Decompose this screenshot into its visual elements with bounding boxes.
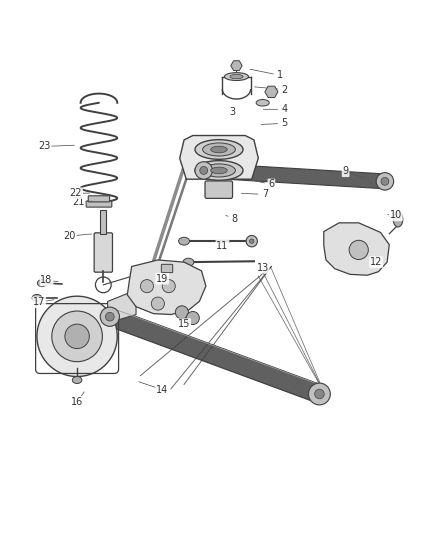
Bar — [100, 210, 106, 234]
FancyBboxPatch shape — [86, 201, 112, 207]
Ellipse shape — [211, 146, 227, 153]
Text: 18: 18 — [40, 276, 53, 286]
Circle shape — [246, 236, 258, 247]
Polygon shape — [231, 61, 242, 70]
Circle shape — [349, 240, 368, 260]
Text: 21: 21 — [72, 197, 85, 207]
Polygon shape — [324, 223, 389, 275]
Circle shape — [100, 307, 120, 326]
FancyBboxPatch shape — [205, 181, 233, 198]
Text: 17: 17 — [33, 297, 45, 308]
Text: 22: 22 — [70, 188, 82, 198]
Ellipse shape — [203, 164, 235, 177]
Text: 15: 15 — [178, 319, 190, 329]
Ellipse shape — [195, 140, 243, 159]
Polygon shape — [265, 86, 278, 98]
Text: 20: 20 — [64, 231, 76, 241]
FancyBboxPatch shape — [94, 233, 113, 272]
Circle shape — [186, 311, 199, 325]
Polygon shape — [108, 293, 136, 321]
Circle shape — [308, 383, 330, 405]
Ellipse shape — [32, 294, 42, 302]
Ellipse shape — [203, 143, 235, 156]
Circle shape — [151, 297, 164, 310]
Text: 13: 13 — [257, 263, 269, 273]
Circle shape — [141, 280, 153, 293]
Circle shape — [106, 312, 114, 321]
Text: 23: 23 — [38, 141, 50, 151]
Text: 3: 3 — [229, 107, 235, 117]
Polygon shape — [127, 260, 206, 314]
Circle shape — [175, 306, 188, 319]
Text: 11: 11 — [216, 240, 229, 251]
Ellipse shape — [179, 237, 190, 245]
Circle shape — [250, 239, 254, 244]
Circle shape — [162, 280, 175, 293]
Circle shape — [200, 166, 208, 174]
Circle shape — [195, 161, 212, 179]
Circle shape — [314, 389, 324, 399]
Text: 12: 12 — [370, 257, 382, 267]
Ellipse shape — [256, 100, 269, 106]
Text: 16: 16 — [71, 397, 83, 407]
Ellipse shape — [224, 72, 248, 80]
Ellipse shape — [195, 160, 243, 180]
Text: 2: 2 — [281, 85, 288, 95]
Ellipse shape — [230, 75, 243, 79]
Circle shape — [37, 296, 117, 376]
Circle shape — [52, 311, 102, 362]
Text: 4: 4 — [282, 104, 288, 114]
Text: 19: 19 — [156, 274, 168, 284]
Ellipse shape — [37, 280, 47, 287]
Circle shape — [65, 324, 89, 349]
Text: 8: 8 — [231, 214, 237, 224]
Circle shape — [381, 177, 389, 185]
Text: 5: 5 — [281, 118, 288, 128]
Text: 14: 14 — [156, 385, 168, 394]
FancyBboxPatch shape — [88, 196, 110, 202]
Text: 7: 7 — [262, 189, 268, 199]
Text: 9: 9 — [343, 166, 349, 176]
Polygon shape — [180, 135, 258, 179]
Ellipse shape — [211, 167, 227, 174]
Text: 6: 6 — [268, 180, 275, 189]
FancyBboxPatch shape — [106, 308, 324, 403]
Ellipse shape — [183, 258, 194, 266]
Text: 10: 10 — [390, 211, 402, 221]
Text: 1: 1 — [277, 70, 283, 80]
Ellipse shape — [393, 212, 403, 227]
FancyBboxPatch shape — [161, 264, 173, 272]
Ellipse shape — [72, 376, 82, 384]
Circle shape — [376, 173, 394, 190]
FancyBboxPatch shape — [202, 163, 387, 189]
